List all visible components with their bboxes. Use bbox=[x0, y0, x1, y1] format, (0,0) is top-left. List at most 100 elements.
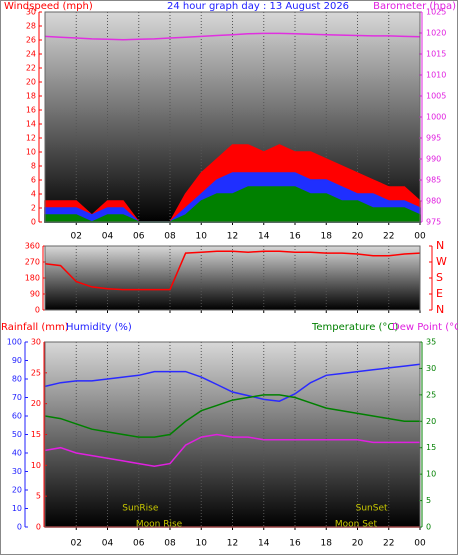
y2-tick-label: 15 bbox=[426, 443, 436, 452]
y2-tick-label: 35 bbox=[426, 338, 436, 347]
annotation: SunRise bbox=[122, 504, 159, 514]
series-line bbox=[44, 250, 421, 291]
x-tick-label: 06 bbox=[133, 539, 145, 549]
x-tick-label: 14 bbox=[258, 539, 270, 549]
annotation: Moon Rise bbox=[136, 520, 183, 530]
y2-tick-label: 1015 bbox=[426, 50, 446, 59]
series-line bbox=[44, 394, 420, 438]
y-tick-label: 14 bbox=[26, 120, 36, 129]
y-tick-label: 28 bbox=[26, 22, 36, 31]
plot-border bbox=[44, 245, 421, 311]
y-tick-label: 30 bbox=[31, 338, 41, 347]
annotation: SunSet bbox=[356, 504, 388, 514]
series-line bbox=[44, 32, 421, 41]
legend-rain: Rainfall (mm) bbox=[1, 322, 69, 333]
plot-border bbox=[44, 341, 421, 528]
y3-tick-label: 50 bbox=[12, 430, 22, 439]
y2-tick-label: 1010 bbox=[426, 71, 446, 80]
y2-tick-label: N bbox=[436, 239, 444, 252]
plot-background bbox=[45, 246, 420, 310]
x-tick-label: 08 bbox=[164, 539, 176, 549]
legend-temperature: Temperature (°C) bbox=[311, 322, 398, 333]
legend-humidity: Humidity (%) bbox=[66, 322, 132, 333]
y-tick-label: 8 bbox=[31, 162, 36, 171]
x-tick-label: 08 bbox=[164, 232, 176, 242]
y-tick-label: 90 bbox=[30, 290, 40, 299]
y2-tick-label: 20 bbox=[426, 417, 436, 426]
plot-border bbox=[44, 11, 421, 223]
y2-tick-label: 975 bbox=[426, 218, 441, 227]
x-tick-label: 20 bbox=[352, 539, 364, 549]
y-tick-label: 270 bbox=[25, 258, 40, 267]
x-tick-label: 12 bbox=[227, 539, 238, 549]
x-tick-label: 00 bbox=[414, 232, 426, 242]
y2-tick-label: 1020 bbox=[426, 29, 446, 38]
y2-tick-label: 990 bbox=[426, 155, 441, 164]
y-tick-label: 15 bbox=[31, 430, 41, 439]
y-axis-label: Windspeed (mph) bbox=[4, 1, 93, 12]
y-tick-label: 0 bbox=[36, 523, 41, 532]
y-tick-label: 180 bbox=[25, 274, 40, 283]
x-tick-label: 06 bbox=[133, 232, 145, 242]
y-tick-label: 5 bbox=[36, 492, 41, 501]
annotation: Moon Set bbox=[335, 520, 378, 530]
x-tick-label: 10 bbox=[196, 232, 208, 242]
y-tick-label: 22 bbox=[26, 64, 36, 73]
y2-tick-label: 0 bbox=[426, 523, 431, 532]
x-tick-label: 00 bbox=[414, 539, 426, 549]
series-line bbox=[44, 433, 420, 467]
series-line bbox=[44, 363, 421, 402]
y2-tick-label: 30 bbox=[426, 364, 436, 373]
y2-tick-label: W bbox=[436, 255, 447, 268]
y3-tick-label: 10 bbox=[12, 504, 22, 513]
y3-tick-label: 20 bbox=[12, 486, 22, 495]
y-tick-label: 0 bbox=[31, 218, 36, 227]
y2-tick-label: 1000 bbox=[426, 113, 446, 122]
y3-tick-label: 30 bbox=[12, 467, 22, 476]
y2-tick-label: 25 bbox=[426, 390, 436, 399]
y2-tick-label: S bbox=[436, 271, 443, 284]
y3-tick-label: 80 bbox=[12, 375, 22, 384]
x-tick-label: 20 bbox=[352, 232, 364, 242]
y2-tick-label: 1025 bbox=[426, 8, 446, 17]
chart-title: 24 hour graph day : 13 August 2026 bbox=[167, 1, 349, 12]
y3-tick-label: 40 bbox=[12, 449, 22, 458]
y2-tick-label: 980 bbox=[426, 197, 441, 206]
x-tick-label: 14 bbox=[258, 232, 270, 242]
y2-tick-label: N bbox=[436, 303, 444, 316]
y2-tick-label: 1005 bbox=[426, 92, 446, 101]
y3-tick-label: 100 bbox=[7, 338, 22, 347]
y-tick-label: 30 bbox=[26, 8, 36, 17]
y2-tick-label: E bbox=[436, 287, 443, 300]
x-tick-label: 02 bbox=[71, 539, 82, 549]
y3-tick-label: 90 bbox=[12, 356, 22, 365]
y-tick-label: 10 bbox=[26, 148, 36, 157]
y2-tick-label: 995 bbox=[426, 134, 441, 143]
y-tick-label: 0 bbox=[35, 306, 40, 315]
x-tick-label: 10 bbox=[196, 539, 208, 549]
x-tick-label: 22 bbox=[383, 232, 394, 242]
x-tick-label: 04 bbox=[102, 232, 114, 242]
y2-tick-label: 985 bbox=[426, 176, 441, 185]
y3-tick-label: 0 bbox=[17, 523, 22, 532]
series-area bbox=[44, 186, 421, 223]
legend-dewpoint: Dew Point (°C bbox=[392, 322, 458, 333]
y-tick-label: 26 bbox=[26, 36, 36, 45]
y3-tick-label: 70 bbox=[12, 393, 22, 402]
y2-axis-label: Barometer (hpa) bbox=[373, 1, 456, 12]
y2-tick-label: 10 bbox=[426, 470, 436, 479]
y-tick-label: 16 bbox=[26, 106, 36, 115]
y-tick-label: 2 bbox=[31, 204, 36, 213]
x-tick-label: 22 bbox=[383, 539, 394, 549]
y-tick-label: 18 bbox=[26, 92, 36, 101]
y-tick-label: 20 bbox=[31, 399, 41, 408]
y-tick-label: 25 bbox=[31, 368, 41, 377]
y3-tick-label: 60 bbox=[12, 412, 22, 421]
x-tick-label: 18 bbox=[321, 539, 333, 549]
y2-tick-label: 5 bbox=[426, 496, 431, 505]
y-tick-label: 24 bbox=[26, 50, 36, 59]
y-tick-label: 20 bbox=[26, 78, 36, 87]
y-tick-label: 6 bbox=[31, 176, 36, 185]
x-tick-label: 16 bbox=[289, 232, 301, 242]
